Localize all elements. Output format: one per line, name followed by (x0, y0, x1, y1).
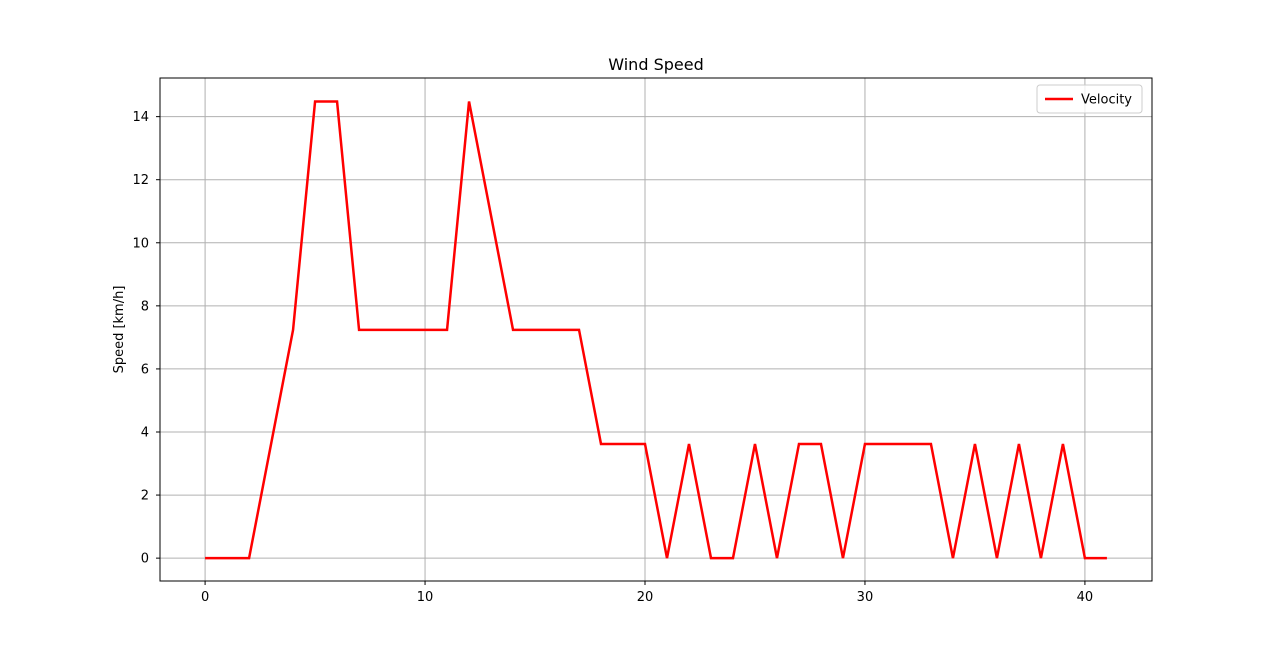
x-tick-label: 20 (637, 590, 654, 605)
x-tick-label: 10 (417, 590, 434, 605)
plot-frame (159, 77, 1153, 582)
y-tick-label: 8 (141, 299, 149, 314)
x-tick-label: 40 (1077, 590, 1094, 605)
series-layer (205, 100, 1107, 560)
y-tick-label: 10 (132, 236, 149, 251)
ticks: 0 10 20 30 40 0 2 4 6 8 10 12 14 (132, 110, 1093, 605)
y-tick-label: 4 (141, 425, 149, 440)
y-tick-label: 14 (132, 110, 149, 125)
grid (160, 78, 1152, 581)
y-tick-label: 0 (141, 552, 149, 567)
legend-box (1036, 84, 1143, 114)
y-tick-label: 2 (141, 489, 149, 504)
legend: Velocity (1036, 84, 1143, 114)
y-tick-label: 6 (141, 362, 149, 377)
series-line-velocity (205, 100, 1107, 560)
x-tick-label: 30 (857, 590, 874, 605)
x-tick-label: 0 (201, 590, 209, 605)
legend-label-velocity: Velocity (1081, 93, 1132, 108)
chart-title: Wind Speed (608, 55, 703, 74)
y-axis-label: Speed [km/h] (112, 286, 127, 374)
y-tick-label: 12 (132, 173, 149, 188)
